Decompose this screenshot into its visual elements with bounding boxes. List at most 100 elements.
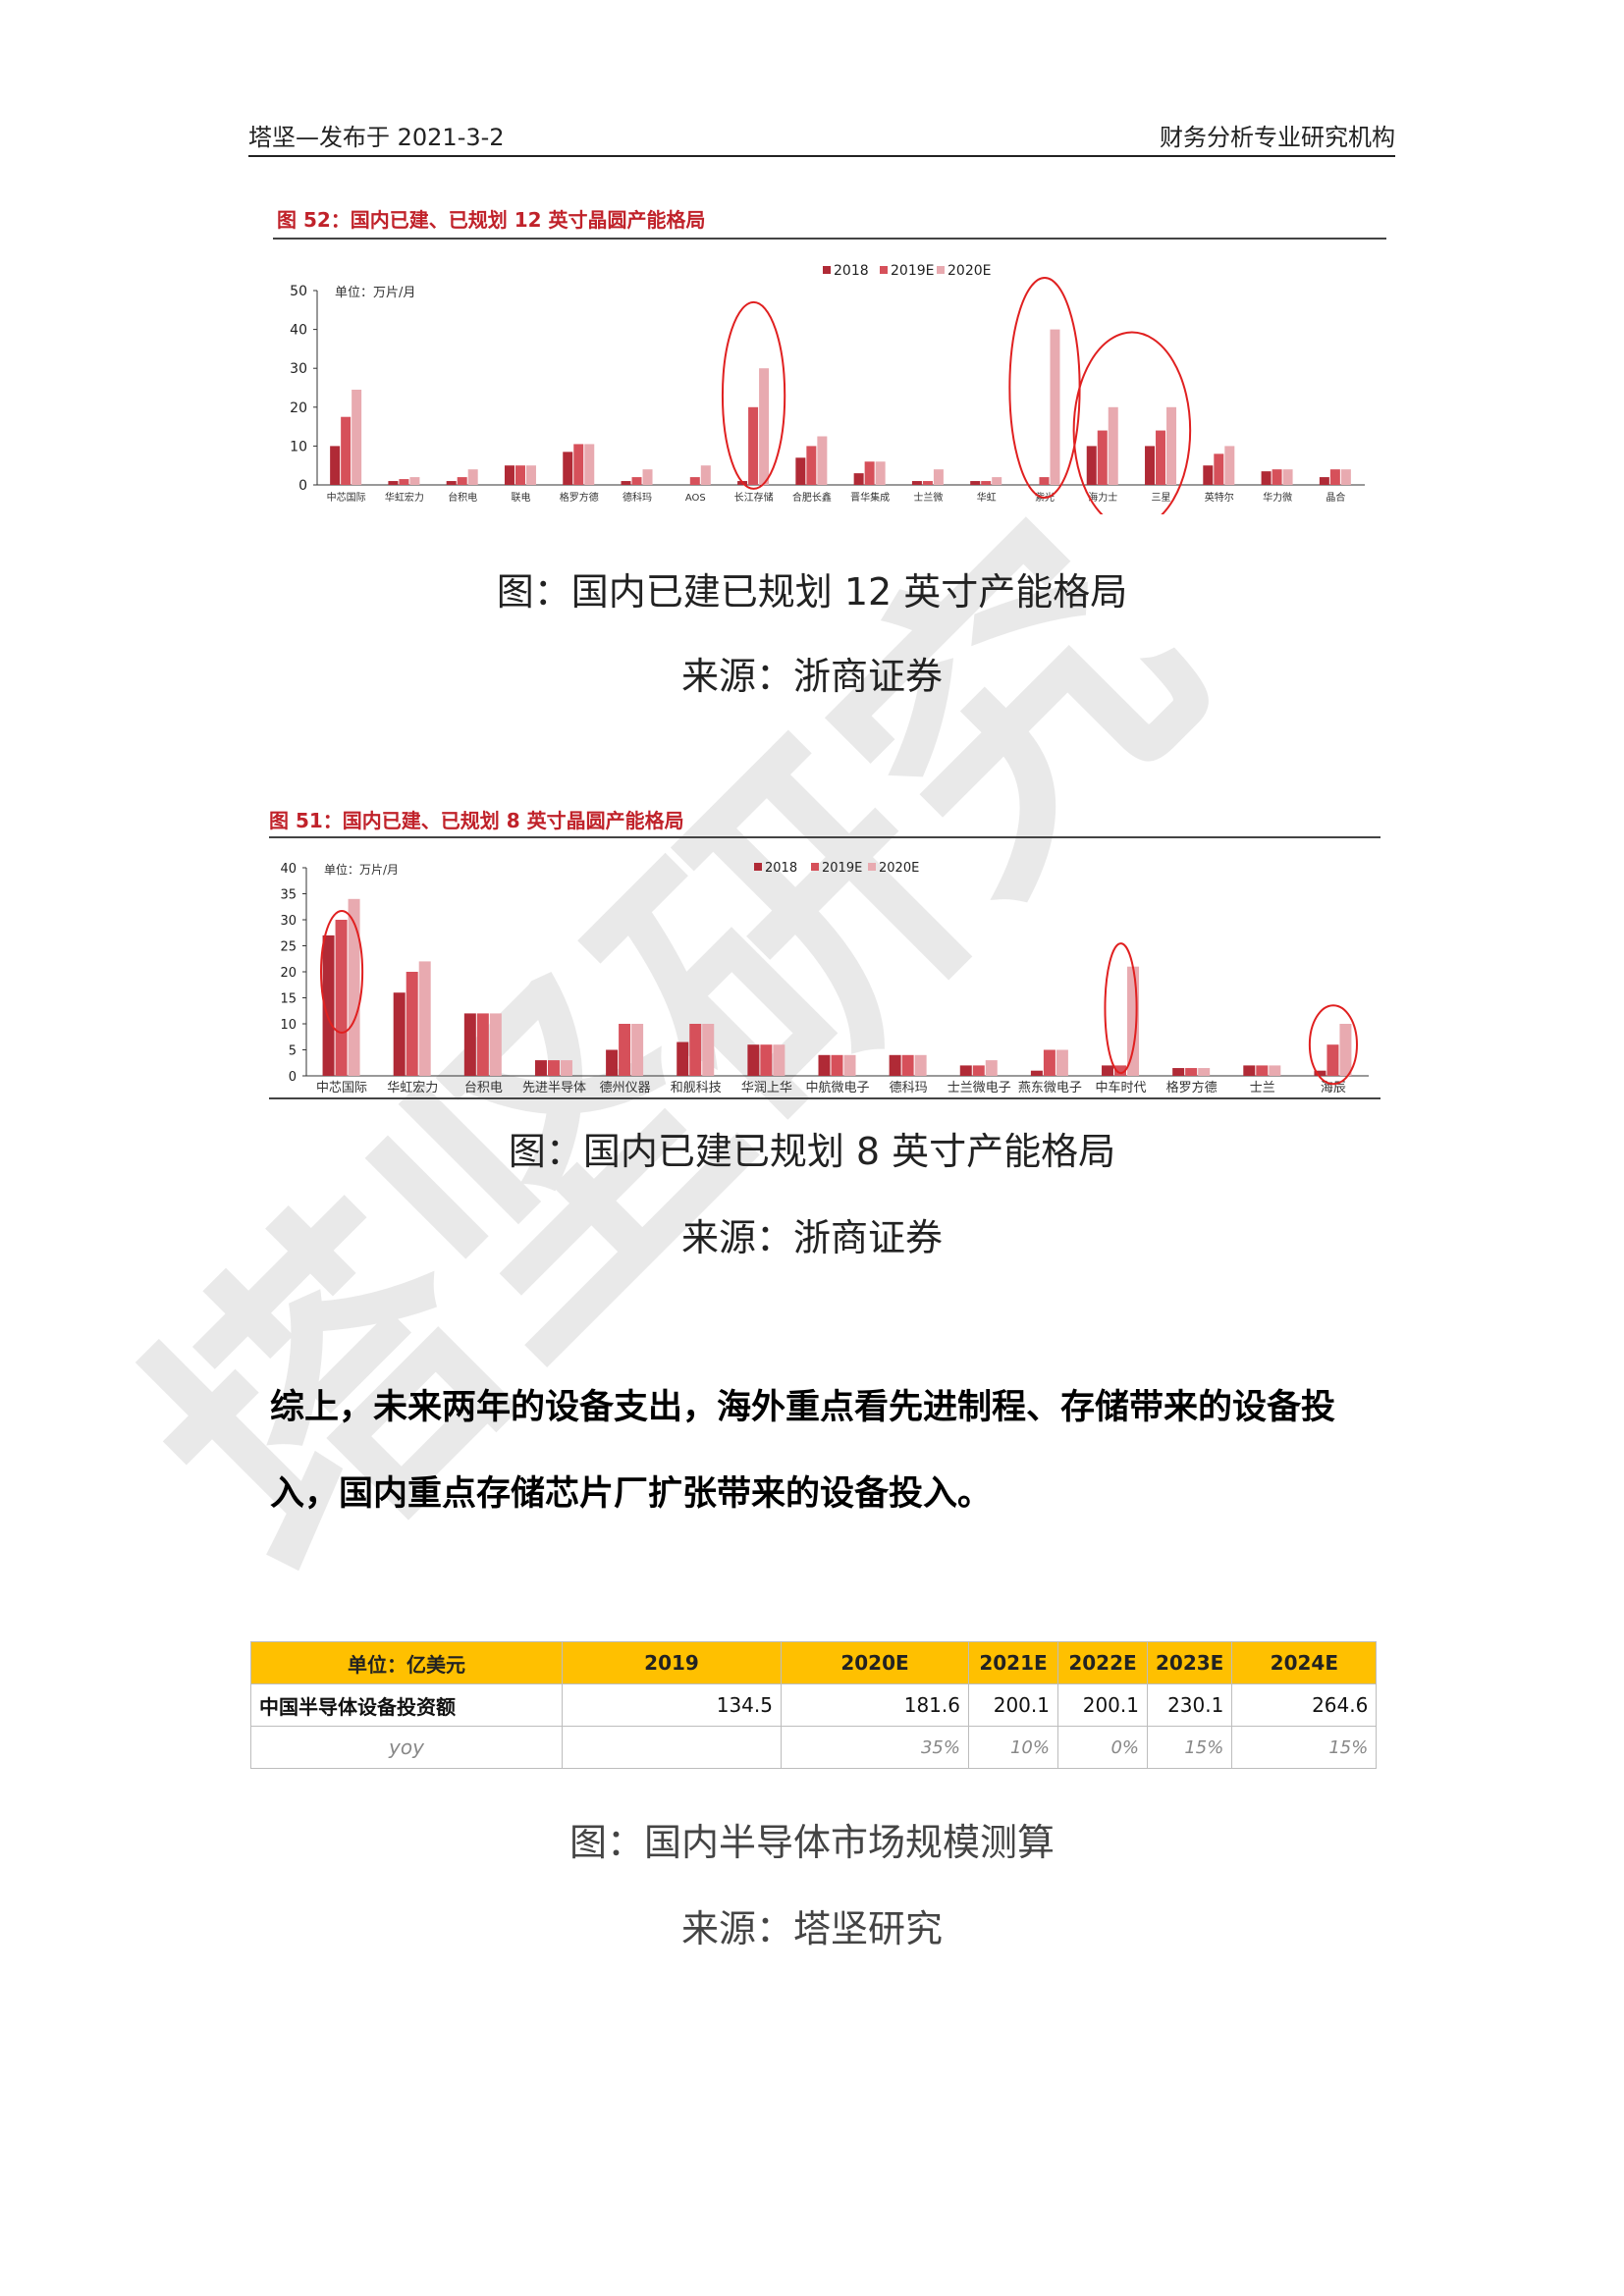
bar — [406, 972, 418, 1076]
category-label: 晋华集成 — [850, 491, 890, 504]
highlight-ellipse — [721, 300, 786, 490]
category-label: 格罗方德 — [1166, 1080, 1218, 1095]
category-label: 华力微 — [1263, 491, 1292, 504]
bar — [322, 934, 335, 1076]
bar — [467, 469, 478, 485]
bar — [418, 961, 431, 1076]
highlight-ellipse — [1308, 1004, 1359, 1086]
category-label: 德科玛 — [623, 491, 652, 504]
bar — [1282, 469, 1293, 485]
y-tick-label: 10 — [280, 1018, 297, 1033]
bar — [1156, 430, 1166, 485]
bar — [759, 368, 770, 485]
category-label: 华虹宏力 — [387, 1081, 438, 1095]
bar — [889, 1054, 901, 1076]
highlight-ellipse — [1008, 277, 1081, 499]
y-tick-label: 5 — [289, 1044, 297, 1059]
bar — [642, 469, 653, 485]
y-tick-label: 35 — [280, 888, 297, 903]
bar — [1203, 465, 1214, 485]
y-tick-label: 20 — [280, 966, 297, 981]
bar — [1172, 1068, 1185, 1076]
bar — [504, 465, 514, 485]
bar — [1166, 406, 1177, 485]
chart2-title: 图 51：国内已建、已规划 8 英寸晶圆产能格局 — [269, 809, 684, 832]
bar — [864, 461, 875, 485]
legend-swatch — [823, 266, 831, 274]
bar — [1050, 329, 1060, 485]
table-caption: 图：国内半导体市场规模测算 — [568, 1821, 1055, 1864]
legend-label: 2018 — [834, 263, 869, 279]
category-label: 海力士 — [1088, 491, 1117, 504]
table-cell: 10% — [968, 1726, 1058, 1769]
legend-label: 2020E — [879, 861, 919, 876]
category-label: 和舰科技 — [671, 1081, 722, 1095]
category-label: 长江存储 — [734, 491, 774, 504]
bar — [806, 446, 817, 485]
category-label: 华润上华 — [741, 1081, 792, 1095]
bar — [1329, 469, 1340, 485]
page-header: 塔坚—发布于 2021-3-2 财务分析专业研究机构 — [248, 116, 1395, 157]
bar — [525, 465, 536, 485]
bar — [1056, 1049, 1068, 1076]
bar — [388, 481, 399, 485]
table-header-cell: 2020E — [781, 1641, 969, 1684]
bar — [933, 469, 944, 485]
chart1-source: 来源：浙商证券 — [680, 655, 943, 698]
bar — [476, 1013, 489, 1076]
legend-swatch — [868, 863, 876, 871]
bar — [457, 477, 467, 485]
y-tick-label: 15 — [280, 992, 297, 1007]
y-tick-label: 40 — [290, 323, 307, 339]
summary-paragraph: 综上，未来两年的设备支出，海外重点看先进制程、存储带来的设备投入，国内重点存储芯… — [270, 1388, 1336, 1514]
bar — [393, 992, 406, 1076]
bar — [335, 920, 348, 1076]
table-header-cell: 2021E — [968, 1641, 1058, 1684]
legend-swatch — [937, 266, 945, 274]
category-label: 合肥长鑫 — [792, 491, 832, 504]
table-cell — [562, 1726, 782, 1769]
bar — [1030, 1070, 1043, 1076]
bar — [817, 436, 828, 485]
legend-swatch — [880, 266, 888, 274]
bar — [702, 1024, 715, 1076]
bar — [853, 473, 864, 485]
legend-label: 2019E — [822, 861, 862, 876]
bar — [1198, 1068, 1211, 1076]
bar — [1326, 1044, 1339, 1076]
category-label: 华虹 — [977, 491, 997, 504]
bar — [972, 1065, 985, 1076]
category-label: 中芯国际 — [316, 1081, 367, 1095]
table-cell: 264.6 — [1231, 1683, 1378, 1727]
chart2-frame: 0 5 10 15 20 25 30 35 40 单位：万片/月 2018 2019E 2020E 中芯国… — [269, 836, 1380, 1099]
table-cell-label: yoy — [250, 1726, 563, 1769]
category-label: 德科玛 — [890, 1081, 928, 1095]
category-label: 士兰微 — [913, 491, 943, 504]
bar — [348, 898, 360, 1076]
bar — [1339, 1024, 1352, 1076]
bar — [689, 477, 700, 485]
category-label: AOS — [685, 493, 706, 504]
bar — [1256, 1065, 1269, 1076]
bar — [914, 1054, 927, 1076]
table-cell: 230.1 — [1146, 1683, 1233, 1727]
legend-swatch — [811, 863, 819, 871]
legend-label: 2019E — [891, 263, 934, 279]
category-label: 台积电 — [464, 1081, 503, 1095]
bar — [875, 461, 886, 485]
bar — [760, 1044, 773, 1076]
bar — [1102, 1065, 1114, 1076]
bar — [831, 1054, 843, 1076]
highlight-ellipse — [320, 910, 364, 1034]
table-cell: 200.1 — [968, 1683, 1058, 1727]
bar — [1269, 1065, 1281, 1076]
table-cell: 200.1 — [1057, 1683, 1148, 1727]
bar — [748, 406, 759, 485]
bar — [1185, 1068, 1198, 1076]
bar — [534, 1060, 547, 1076]
bar — [1043, 1049, 1056, 1076]
bar — [922, 481, 933, 485]
category-label: 晶合 — [1326, 491, 1345, 504]
bar — [843, 1054, 856, 1076]
bar — [489, 1013, 502, 1076]
